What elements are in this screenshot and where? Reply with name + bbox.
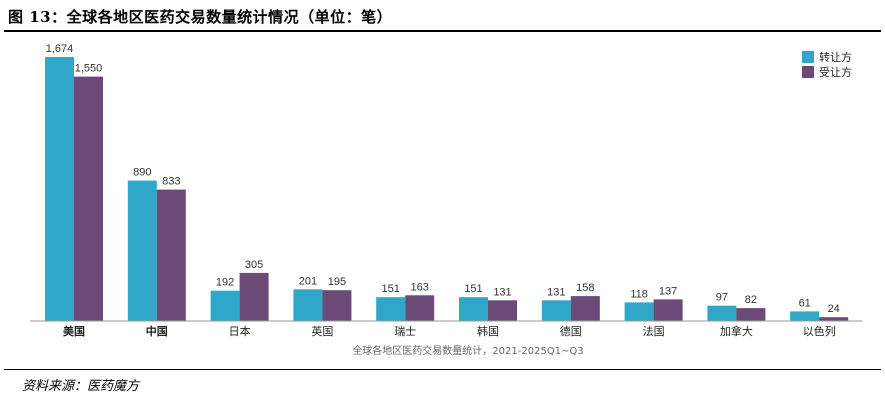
bar-transfer-in-1 — [156, 189, 186, 321]
source-note: 资料来源：医药魔方 — [22, 379, 140, 394]
category-label: 英国 — [311, 324, 333, 338]
category-label: 瑞士 — [394, 324, 416, 338]
bar-value-label: 24 — [828, 303, 840, 315]
bar-transfer-in-6 — [570, 296, 600, 321]
bar-transfer-in-7 — [653, 299, 683, 321]
bar-value-label: 158 — [576, 282, 594, 294]
bar-value-label: 131 — [547, 286, 565, 298]
bar-transfer-out-7 — [624, 302, 654, 321]
legend-label-transfer-in: 受让方 — [819, 65, 852, 79]
bar-transfer-out-4 — [376, 297, 406, 321]
chart-caption: 全球各地区医药交易数量统计，2021-2025Q1~Q3 — [352, 344, 583, 357]
category-label: 中国 — [146, 324, 168, 338]
category-label: 以色列 — [803, 324, 836, 338]
bar-transfer-in-5 — [488, 300, 517, 321]
legend: 转让方 受让方 — [802, 50, 852, 79]
bars-group — [45, 57, 849, 321]
category-label: 法国 — [643, 324, 665, 338]
bar-value-label: 195 — [328, 276, 346, 288]
bar-transfer-in-3 — [322, 290, 352, 321]
bar-transfer-in-4 — [405, 295, 435, 321]
bar-value-label: 163 — [411, 281, 429, 293]
category-label: 德国 — [560, 324, 582, 338]
category-labels-group: 美国 中国 日本 英国 瑞士 韩国 德国 法国 加拿大 以色列 — [63, 324, 836, 338]
category-label: 日本 — [229, 324, 251, 338]
bar-value-label: 118 — [630, 288, 648, 300]
category-label: 韩国 — [477, 324, 499, 338]
bar-transfer-in-8 — [736, 308, 766, 321]
bar-transfer-out-5 — [459, 297, 488, 321]
bar-value-label: 201 — [299, 275, 317, 287]
source-rule — [4, 369, 881, 370]
bar-value-label: 131 — [493, 286, 511, 298]
bar-transfer-in-0 — [74, 76, 103, 321]
bar-transfer-out-6 — [541, 300, 571, 321]
bar-value-label: 1,550 — [75, 63, 103, 75]
bar-value-label: 833 — [162, 176, 180, 188]
bar-value-label: 61 — [799, 297, 811, 309]
bar-value-label: 305 — [245, 259, 263, 271]
bar-transfer-in-9 — [819, 317, 849, 321]
bar-value-label: 137 — [659, 285, 677, 297]
legend-label-transfer-out: 转让方 — [819, 50, 852, 64]
title-rule — [4, 30, 881, 32]
legend-swatch-transfer-out — [802, 51, 814, 63]
bar-transfer-out-8 — [707, 305, 737, 321]
bar-value-label: 97 — [716, 292, 728, 304]
bar-transfer-out-2 — [210, 290, 240, 321]
bar-transfer-out-0 — [45, 57, 74, 321]
bar-value-label: 82 — [745, 294, 757, 306]
bar-value-label: 151 — [464, 283, 482, 295]
figure-title: 图 13：全球各地区医药交易数量统计情况（单位：笔） — [8, 8, 393, 26]
legend-swatch-transfer-in — [802, 66, 814, 78]
bar-value-label: 890 — [133, 167, 151, 179]
bar-transfer-out-1 — [127, 180, 157, 321]
bar-value-label: 151 — [382, 283, 400, 295]
bar-transfer-in-2 — [239, 272, 269, 321]
bar-value-label: 1,674 — [46, 43, 74, 55]
category-label: 美国 — [63, 324, 85, 338]
category-label: 加拿大 — [720, 324, 753, 338]
bar-transfer-out-9 — [790, 311, 820, 321]
bar-value-label: 192 — [216, 277, 234, 289]
bar-transfer-out-3 — [293, 289, 323, 321]
